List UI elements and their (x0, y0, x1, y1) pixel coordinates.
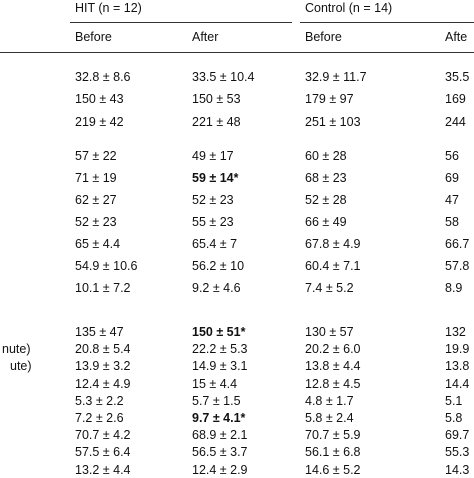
cell: 67.8 ± 4.9 (305, 237, 361, 251)
cell: 20.2 ± 6.0 (305, 342, 361, 357)
group-header: HIT (n = 12) (75, 1, 142, 15)
cell: 135 ± 47 (75, 325, 124, 339)
cell: 7.4 ± 5.2 (305, 281, 354, 295)
cell: 35.5 (445, 70, 470, 84)
cell: 12.4 ± 2.9 (192, 462, 248, 477)
cell: 251 ± 103 (305, 114, 361, 129)
cell: 52 ± 23 (192, 193, 234, 207)
group-header: Control (n = 14) (305, 1, 393, 15)
cell: 68 ± 23 (305, 171, 347, 185)
cell: 57.8 (445, 259, 470, 273)
row-label: ute) (10, 359, 32, 374)
cell: 55 ± 23 (192, 215, 234, 229)
cell: 68.9 ± 2.1 (192, 428, 248, 443)
cell: 5.7 ± 1.5 (192, 393, 241, 408)
cell: 12.8 ± 4.5 (305, 376, 361, 391)
cell: 57.5 ± 6.4 (75, 445, 131, 460)
column-header: Afte (445, 30, 468, 44)
header-rule (0, 52, 474, 53)
cell: 179 ± 97 (305, 92, 354, 107)
cell: 56.1 ± 6.8 (305, 445, 361, 460)
cell: 13.2 ± 4.4 (75, 462, 131, 477)
cell: 69 (445, 171, 459, 185)
cell: 32.9 ± 11.7 (305, 70, 367, 84)
cell: 150 ± 53 (192, 92, 241, 107)
cell: 132 (445, 325, 466, 339)
cell: 150 ± 51* (192, 325, 246, 339)
cell: 130 ± 57 (305, 325, 354, 339)
cell: 14.9 ± 3.1 (192, 359, 248, 374)
cell: 8.9 (445, 281, 463, 295)
cell: 58 (445, 215, 459, 229)
cell: 14.3 (445, 462, 470, 477)
cell: 10.1 ± 7.2 (75, 281, 131, 295)
cell: 56.5 ± 3.7 (192, 445, 248, 460)
cell: 5.1 (445, 393, 463, 408)
cell: 169 (445, 92, 466, 107)
row-label: nute) (2, 342, 31, 357)
cell: 12.4 ± 4.9 (75, 376, 131, 391)
cell: 20.8 ± 5.4 (75, 342, 131, 357)
cell: 5.8 ± 2.4 (305, 411, 354, 425)
cell: 13.8 ± 4.4 (305, 359, 361, 374)
cell: 70.7 ± 4.2 (75, 428, 131, 443)
cell: 71 ± 19 (75, 171, 117, 185)
cell: 19.9 (445, 342, 470, 357)
cell: 13.9 ± 3.2 (75, 359, 131, 374)
cell: 60 ± 28 (305, 149, 347, 163)
cell: 66 ± 49 (305, 215, 347, 229)
cell: 59 ± 14* (192, 171, 239, 185)
cell: 33.5 ± 10.4 (192, 70, 255, 84)
cell: 4.8 ± 1.7 (305, 393, 354, 408)
group-rule (70, 22, 292, 23)
cell: 60.4 ± 7.1 (305, 259, 361, 273)
cell: 55.3 (445, 445, 470, 460)
cell: 57 ± 22 (75, 149, 117, 163)
cell: 22.2 ± 5.3 (192, 342, 248, 357)
cell: 52 ± 23 (75, 215, 117, 229)
cell: 7.2 ± 2.6 (75, 411, 124, 425)
cell: 14.6 ± 5.2 (305, 462, 361, 477)
cell: 66.7 (445, 237, 470, 251)
cell: 65.4 ± 7 (192, 237, 238, 251)
cell: 5.3 ± 2.2 (75, 393, 124, 408)
group-rule (300, 22, 474, 23)
cell: 62 ± 27 (75, 193, 117, 207)
column-header: Before (305, 30, 342, 44)
cell: 219 ± 42 (75, 114, 124, 129)
cell: 15 ± 4.4 (192, 376, 238, 391)
cell: 52 ± 28 (305, 193, 347, 207)
cell: 14.4 (445, 376, 470, 391)
cell: 221 ± 48 (192, 114, 241, 129)
cell: 70.7 ± 5.9 (305, 428, 361, 443)
cell: 54.9 ± 10.6 (75, 259, 138, 273)
cell: 56 (445, 149, 459, 163)
cell: 9.7 ± 4.1* (192, 411, 246, 425)
cell: 47 (445, 193, 459, 207)
cell: 150 ± 43 (75, 92, 124, 107)
cell: 9.2 ± 4.6 (192, 281, 241, 295)
column-header: After (192, 30, 219, 44)
cell: 56.2 ± 10 (192, 259, 245, 273)
cell: 5.8 (445, 411, 463, 425)
cell: 69.7 (445, 428, 470, 443)
cell: 32.8 ± 8.6 (75, 70, 131, 84)
column-header: Before (75, 30, 112, 44)
cell: 65 ± 4.4 (75, 237, 121, 251)
cell: 244 (445, 114, 466, 129)
cell: 49 ± 17 (192, 149, 234, 163)
cell: 13.8 (445, 359, 470, 374)
